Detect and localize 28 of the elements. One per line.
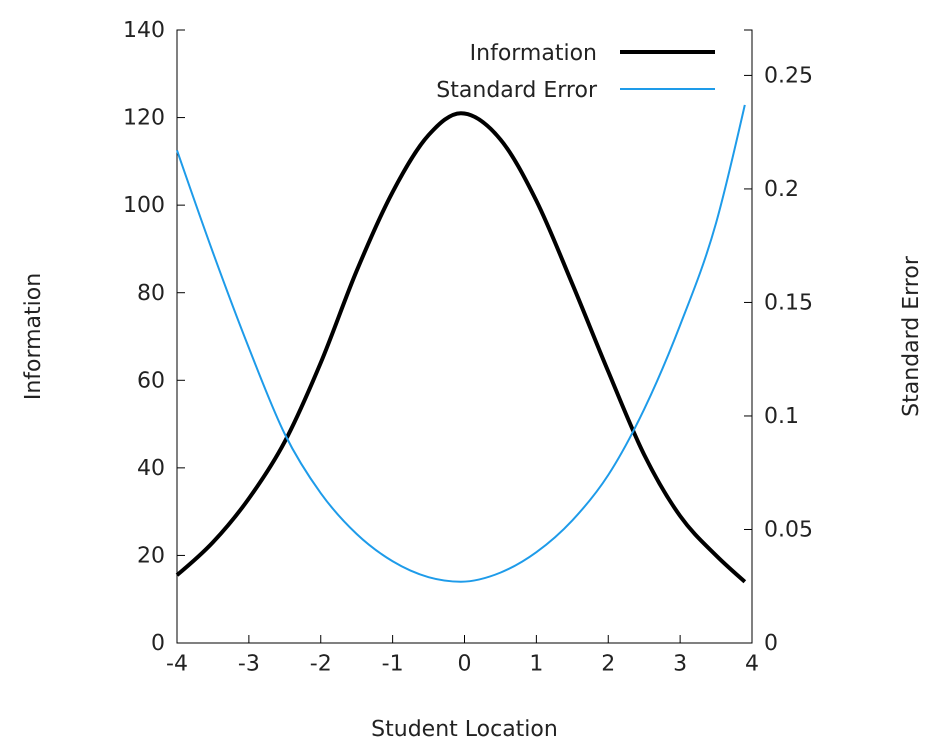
legend-label: Information <box>470 41 597 66</box>
x-tick-label: 1 <box>529 652 544 677</box>
x-tick-label: -2 <box>310 652 332 677</box>
y-tick-label: 40 <box>137 456 165 481</box>
y-tick-label: 0 <box>151 631 165 656</box>
y-tick-label: 80 <box>137 280 165 306</box>
y2-tick-label: 0.2 <box>764 176 799 202</box>
legend-label: Standard Error <box>436 78 598 103</box>
y2-tick-label: 0 <box>764 631 778 656</box>
y2-tick-label: 0.05 <box>764 518 813 543</box>
y2-tick-label: 0.1 <box>764 404 799 430</box>
y-tick-label: 120 <box>123 106 165 131</box>
x-tick-label: -1 <box>382 652 404 677</box>
x-tick-label: 4 <box>745 652 759 677</box>
x-tick-label: 0 <box>458 652 472 677</box>
x-tick-label: 2 <box>601 652 616 677</box>
y-tick-label: 60 <box>137 368 165 394</box>
x-axis-title: Student Location <box>371 717 558 742</box>
y-axis-title: Information <box>21 272 46 400</box>
x-tick-label: 3 <box>673 652 688 677</box>
x-tick-label: -3 <box>238 652 260 677</box>
y-tick-label: 20 <box>137 543 165 568</box>
y2-tick-label: 0.25 <box>764 63 813 88</box>
x-tick-label: -4 <box>166 652 188 677</box>
y2-axis-title: Standard Error <box>899 255 924 417</box>
y2-tick-label: 0.15 <box>764 290 813 316</box>
y-tick-label: 100 <box>123 193 165 218</box>
y-tick-label: 140 <box>123 18 165 44</box>
